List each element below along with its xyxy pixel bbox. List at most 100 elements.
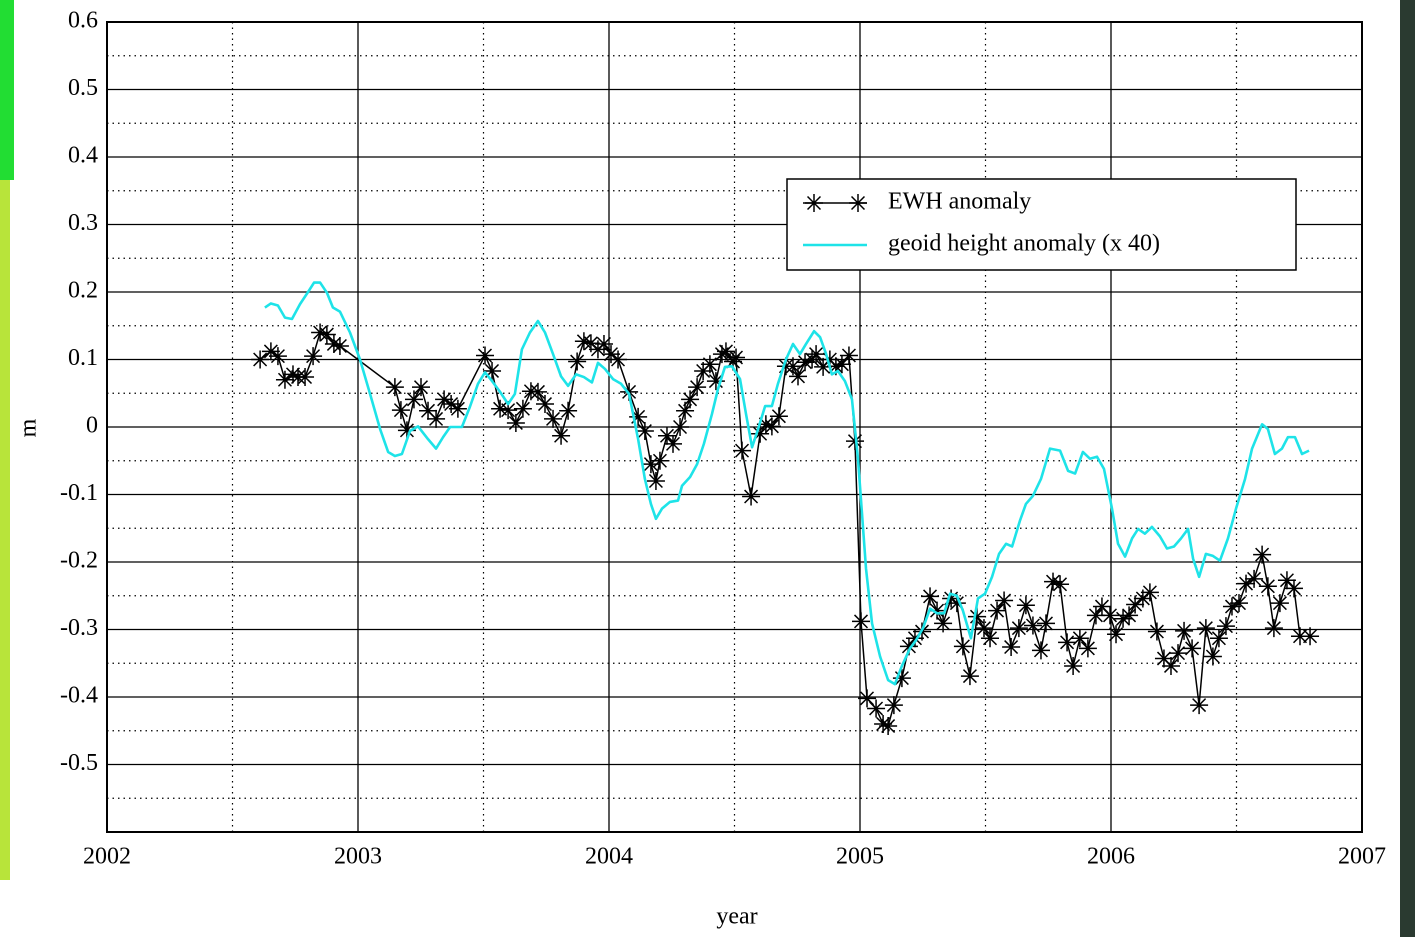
data-point <box>1270 594 1289 613</box>
data-point <box>814 357 833 376</box>
data-point <box>594 334 613 353</box>
data-point <box>1051 575 1070 594</box>
y-axis-label: m <box>16 418 42 437</box>
data-point <box>807 345 826 364</box>
y-tick-label: -0.1 <box>60 480 98 506</box>
y-tick-label: -0.5 <box>60 750 98 776</box>
data-point <box>1183 639 1202 658</box>
data-point <box>700 355 719 374</box>
data-point <box>1190 696 1209 715</box>
data-point <box>568 352 587 371</box>
y-tick-label: -0.3 <box>60 615 98 641</box>
data-point <box>852 612 871 631</box>
data-point <box>1291 627 1309 646</box>
data-point <box>1253 545 1272 564</box>
data-point <box>552 426 571 445</box>
data-point <box>879 717 898 736</box>
legend-label: EWH anomaly <box>888 189 1031 215</box>
legend-marker <box>849 194 867 212</box>
data-point <box>427 409 446 428</box>
data-point <box>419 401 438 420</box>
data-point <box>1107 625 1126 644</box>
data-point <box>769 407 788 426</box>
data-point <box>742 487 761 506</box>
data-point <box>899 637 918 656</box>
data-point <box>947 594 966 613</box>
plot-frame <box>106 21 1363 833</box>
data-point <box>1196 619 1215 638</box>
legend-label: geoid height anomaly (x 40) <box>888 231 1160 257</box>
data-point <box>1203 647 1222 666</box>
data-point <box>483 361 502 380</box>
y-tick-label: -0.2 <box>60 548 98 574</box>
legend-box <box>786 178 1297 271</box>
data-point <box>1070 629 1089 648</box>
data-point <box>275 370 294 389</box>
data-point <box>1009 619 1028 638</box>
data-point <box>1126 595 1145 614</box>
data-point <box>681 390 700 409</box>
data-point <box>1133 589 1152 608</box>
data-point <box>251 350 270 369</box>
legend-marker <box>805 194 823 212</box>
left-edge-image <box>0 180 10 880</box>
data-point <box>528 382 547 401</box>
data-point <box>867 699 886 718</box>
data-point <box>1284 579 1303 598</box>
data-point <box>1264 619 1283 638</box>
data-point <box>676 401 695 420</box>
data-point <box>442 395 461 414</box>
data-point <box>499 401 518 420</box>
data-point <box>953 637 972 656</box>
data-point <box>981 629 1000 648</box>
data-point <box>1016 596 1035 615</box>
data-point <box>716 342 735 361</box>
data-point <box>694 361 713 380</box>
data-point <box>1258 577 1277 596</box>
right-edge-image <box>1400 0 1415 937</box>
data-point <box>641 455 660 474</box>
data-point <box>934 614 953 633</box>
data-point <box>712 345 731 364</box>
y-tick-label: -0.4 <box>60 683 98 709</box>
y-tick-label: 0.1 <box>68 345 98 371</box>
data-point <box>874 715 893 733</box>
data-point <box>304 347 323 366</box>
data-point <box>1222 597 1241 616</box>
data-point <box>892 669 911 688</box>
data-point <box>839 346 858 365</box>
data-point <box>574 332 593 351</box>
x-tick-label: 2006 <box>1087 844 1135 870</box>
data-point <box>404 390 423 409</box>
data-point <box>1209 629 1228 648</box>
x-axis-label: year <box>716 904 757 930</box>
data-point <box>803 350 822 369</box>
data-point <box>544 409 563 428</box>
data-point <box>751 424 770 443</box>
data-point <box>330 337 349 355</box>
data-point <box>1169 644 1188 663</box>
y-tick-label: 0 <box>86 413 98 439</box>
data-point <box>476 346 495 365</box>
data-point <box>1078 639 1097 658</box>
data-point <box>412 378 431 397</box>
data-point <box>1120 606 1139 625</box>
data-point <box>1245 569 1264 588</box>
data-point <box>650 451 669 470</box>
data-point <box>283 365 302 384</box>
data-point <box>1230 594 1249 613</box>
data-point <box>1044 572 1063 591</box>
data-point <box>1086 606 1105 625</box>
data-point <box>1036 614 1055 633</box>
x-tick-label: 2004 <box>585 844 633 870</box>
x-tick-label: 2003 <box>334 844 382 870</box>
data-point <box>1301 627 1320 646</box>
data-point <box>988 601 1007 620</box>
data-point <box>967 607 986 626</box>
data-point <box>928 601 947 620</box>
data-point <box>884 696 903 715</box>
data-point <box>1058 633 1077 652</box>
data-point <box>783 357 802 376</box>
